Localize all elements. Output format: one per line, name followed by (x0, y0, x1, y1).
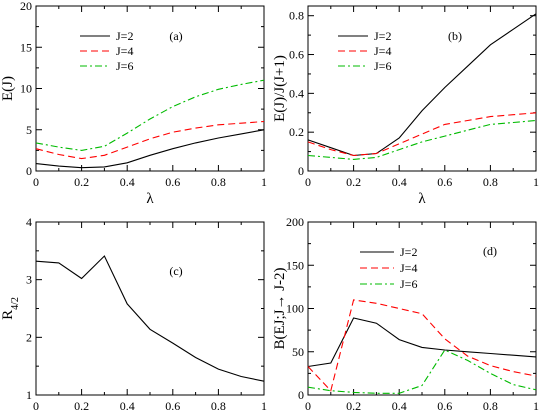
legend-label: J=4 (400, 261, 417, 275)
y-tick-label: 0 (26, 164, 32, 178)
x-tick-label: 0.6 (165, 399, 180, 413)
series-line-r42 (35, 255, 265, 382)
y-tick-label: 0.4 (289, 86, 304, 100)
x-axis-title: λ (146, 191, 154, 207)
y-tick-label: 5 (26, 123, 32, 137)
legend-label: J=2 (374, 29, 391, 43)
y-tick-label: 100 (286, 302, 304, 316)
panel-label: (a) (169, 29, 182, 43)
x-tick-label: 0.8 (483, 399, 498, 413)
x-tick-label: 0 (305, 399, 311, 413)
series-line-J4 (307, 112, 537, 157)
panel-label: (c) (169, 264, 182, 278)
x-tick-label: 0.4 (392, 175, 407, 189)
y-axis-title: R4/2 (0, 297, 21, 320)
plot-frame (307, 221, 537, 396)
chart-panel-2: 0 0.2 0.4 0.6 0.8 1 0 0.2 0.4 0.6 0.8 λ E(J)/J(J+1) (… (272, 5, 539, 207)
y-tick-label: 15 (20, 40, 32, 54)
x-tick-label: 1 (533, 399, 539, 413)
legend-label: J=6 (400, 277, 417, 291)
plot-frame (35, 5, 265, 172)
x-tick-label: 0.6 (437, 399, 452, 413)
x-tick-label: 1 (261, 399, 267, 413)
chart-panel-3: 00.20.40.60.811234λR4/2(c) (0, 215, 267, 413)
series-line-J6 (35, 79, 265, 151)
legend-label: J=2 (400, 245, 417, 259)
y-tick-label: 4 (26, 215, 32, 229)
x-tick-label: 0.2 (346, 399, 361, 413)
y-axis-title: E(J)/J(J+1) (272, 55, 288, 122)
series-line-J2 (35, 129, 265, 169)
x-tick-label: 0.2 (74, 175, 89, 189)
y-tick-label: 1 (26, 388, 32, 402)
y-tick-label: 150 (286, 258, 304, 272)
chart-panel-4: 00.20.40.60.81050100150200λB(EJ;J→ J-2)(… (272, 215, 539, 413)
x-tick-label: 1 (533, 175, 539, 189)
x-tick-label: 0.6 (165, 175, 180, 189)
plot-frame (307, 5, 537, 172)
x-tick-label: 0.8 (211, 399, 226, 413)
y-axis-title-subscript: 4/2 (10, 297, 21, 310)
x-tick-label: 0 (305, 175, 311, 189)
legend-label: J=4 (374, 44, 391, 58)
y-tick-label: 2 (26, 330, 32, 344)
y-tick-label: 200 (286, 215, 304, 229)
y-axis-title: E(J) (0, 76, 16, 101)
y-tick-label: 0 (298, 164, 304, 178)
x-tick-label: 1 (261, 175, 267, 189)
series-line-J4 (307, 299, 537, 392)
x-tick-label: 0.2 (346, 175, 361, 189)
x-tick-label: 0.4 (120, 175, 135, 189)
x-tick-label: 0.2 (74, 399, 89, 413)
y-tick-label: 0.2 (289, 125, 304, 139)
legend-label: J=2 (116, 29, 133, 43)
y-tick-label: 3 (26, 273, 32, 287)
series-line-J2 (307, 13, 537, 157)
y-tick-label: 50 (292, 345, 304, 359)
x-tick-label: 0.8 (211, 175, 226, 189)
y-tick-label: 10 (20, 82, 32, 96)
x-tick-label: 0.4 (392, 399, 407, 413)
x-tick-label: 0 (33, 175, 39, 189)
series-line-J6 (307, 349, 537, 394)
y-tick-label: 0.8 (289, 9, 304, 23)
panel-label: (b) (448, 29, 462, 43)
y-tick-label: 20 (20, 0, 32, 13)
x-tick-label: 0.4 (120, 399, 135, 413)
y-axis-title: B(EJ;J→ J-2) (272, 267, 288, 349)
y-tick-label: 0.6 (289, 48, 304, 62)
legend-label: J=6 (374, 59, 391, 73)
series-line-J4 (35, 120, 265, 160)
panel-label: (d) (483, 244, 497, 258)
legend-label: J=4 (116, 44, 133, 58)
y-tick-label: 0 (298, 388, 304, 402)
x-tick-label: 0.6 (437, 175, 452, 189)
series-line-J6 (307, 119, 537, 160)
x-tick-label: 0 (33, 399, 39, 413)
legend-label: J=6 (116, 59, 133, 73)
x-axis-title: λ (418, 191, 426, 207)
x-tick-label: 0.8 (483, 175, 498, 189)
series-line-J2 (307, 317, 537, 368)
plot-frame (35, 221, 265, 396)
